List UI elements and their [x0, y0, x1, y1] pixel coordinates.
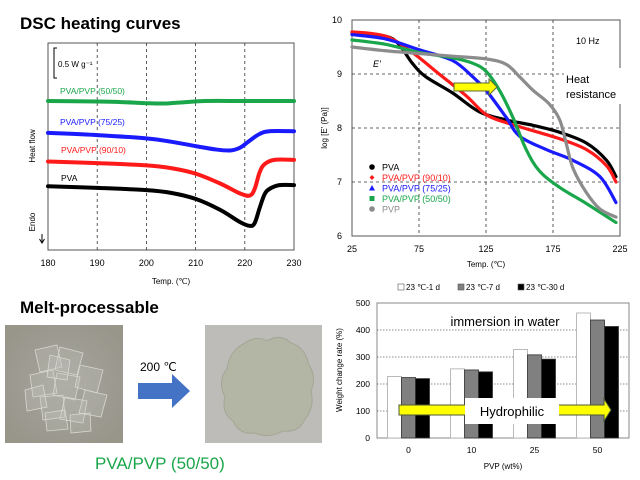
endo-arrow-icon [39, 234, 45, 244]
immersion-label: immersion in water [450, 314, 560, 329]
bar-legend-label: 23 ℃-1 d [406, 283, 440, 292]
dsc-curve-pva-pvp-50-50- [46, 98, 296, 106]
frequency-label-bg [570, 28, 614, 48]
dma-y-tick-label: 9 [337, 69, 342, 79]
bar-x-axis-label: PVP (wt%) [484, 462, 523, 471]
dma-legend-label: PVA [382, 163, 399, 173]
modulus-label: E' [373, 59, 381, 69]
dsc-curve-pva-pvp-75-25- [46, 129, 296, 153]
heat-resistance-label-line2: resistance [566, 89, 616, 101]
hydrophilic-label: Hydrophilic [480, 404, 545, 419]
bar-x-tick-label: 50 [593, 445, 603, 455]
dsc-plot-frame [47, 42, 295, 251]
dsc-x-tick-label: 210 [188, 258, 203, 268]
bar-x-tick-label: 10 [467, 445, 477, 455]
dsc-x-tick-label: 180 [40, 258, 55, 268]
bar-y-tick-label: 0 [365, 433, 370, 443]
hydrophilic-label-bg [465, 398, 559, 424]
dma-legend-label: PVP [382, 205, 400, 215]
bar-legend-label: 23 ℃-30 d [526, 283, 564, 292]
bar-y-tick-label: 200 [356, 379, 370, 389]
bar-25-0 [513, 349, 528, 439]
dsc-series-label: PVA/PVP (90/10) [61, 145, 126, 155]
frequency-label: 10 Hz [576, 36, 600, 46]
bar-10-0 [450, 368, 465, 439]
dma-legend-label: PVA/PVP (75/25) [382, 184, 451, 194]
dma-x-tick-label: 175 [545, 244, 560, 254]
scale-bar-bracket [53, 47, 57, 79]
dsc-x-tick-label: 230 [286, 258, 301, 268]
dsc-y-axis-label: Heat flow [28, 129, 37, 163]
bar-y-tick-label: 300 [356, 352, 370, 362]
bar-legend-swatch [397, 283, 405, 291]
dma-y-axis-label: log [E' (Pa)] [320, 107, 329, 149]
bar-x-tick-label: 0 [406, 445, 411, 455]
photo-after-heating [205, 325, 322, 443]
bar-legend-label: 23 ℃-7 d [466, 283, 500, 292]
process-arrow-icon [138, 374, 190, 408]
dsc-x-tick-label: 200 [139, 258, 154, 268]
dma-curve-pvp [350, 45, 618, 219]
dma-legend-label: PVA/PVP (50/50) [382, 194, 451, 204]
scale-bar-label: 0.5 W g⁻¹ [58, 60, 93, 69]
dsc-series-label: PVA/PVP (50/50) [60, 86, 125, 96]
bar-y-tick-label: 100 [356, 406, 370, 416]
heating-temperature-label: 200 ℃ [140, 360, 177, 374]
legend-marker-icon [369, 164, 375, 170]
dma-legend-label: PVA/PVP (90/10) [382, 173, 451, 183]
heat-resistance-label-bg [564, 68, 630, 104]
dsc-endo-label: Endo [28, 212, 37, 231]
dma-x-tick-label: 75 [414, 244, 424, 254]
legend-marker-icon [369, 206, 375, 212]
legend-marker-icon [369, 185, 375, 191]
dsc-series-label: PVA [61, 173, 78, 183]
dsc-x-tick-label: 190 [90, 258, 105, 268]
melt-section-title: Melt-processable [20, 298, 159, 317]
bar-y-tick-label: 400 [356, 325, 370, 335]
photo-before-heating [5, 325, 123, 443]
legend-marker-icon [369, 175, 375, 180]
dsc-curve-pva-pvp-90-10- [46, 157, 296, 198]
dsc-x-axis-label: Temp. (℃) [152, 277, 191, 286]
dsc-curve-pva [46, 182, 296, 228]
bar-x-tick-label: 25 [530, 445, 540, 455]
dma-x-tick-label: 125 [478, 244, 493, 254]
bar-legend-swatch [457, 283, 465, 291]
dma-y-tick-label: 6 [337, 231, 342, 241]
dma-y-tick-label: 7 [337, 177, 342, 187]
legend-marker-icon [369, 196, 375, 201]
dma-x-tick-label: 25 [347, 244, 357, 254]
bar-50-2 [604, 326, 619, 439]
bar-50-0 [576, 312, 591, 439]
dma-curve-pva-pvp-75-25- [350, 32, 618, 205]
dma-y-tick-label: 8 [337, 123, 342, 133]
bar-25-1 [527, 354, 542, 439]
heat-resistance-label-line1: Heat [566, 74, 589, 86]
dsc-series-label: PVA/PVP (75/25) [60, 117, 125, 127]
dma-x-axis-label: Temp. (℃) [467, 260, 506, 269]
dma-x-tick-label: 225 [612, 244, 627, 254]
dma-y-tick-label: 10 [332, 15, 342, 25]
bar-y-axis-label: Weight change rate (%) [335, 328, 344, 412]
bar-y-tick-label: 500 [356, 298, 370, 308]
heat-resistance-arrow-icon [453, 77, 498, 97]
dsc-x-tick-label: 220 [237, 258, 252, 268]
dsc-section-title: DSC heating curves [20, 14, 181, 33]
bar-50-1 [590, 319, 605, 439]
bar-legend-swatch [517, 283, 525, 291]
photo-caption: PVA/PVP (50/50) [95, 454, 225, 473]
